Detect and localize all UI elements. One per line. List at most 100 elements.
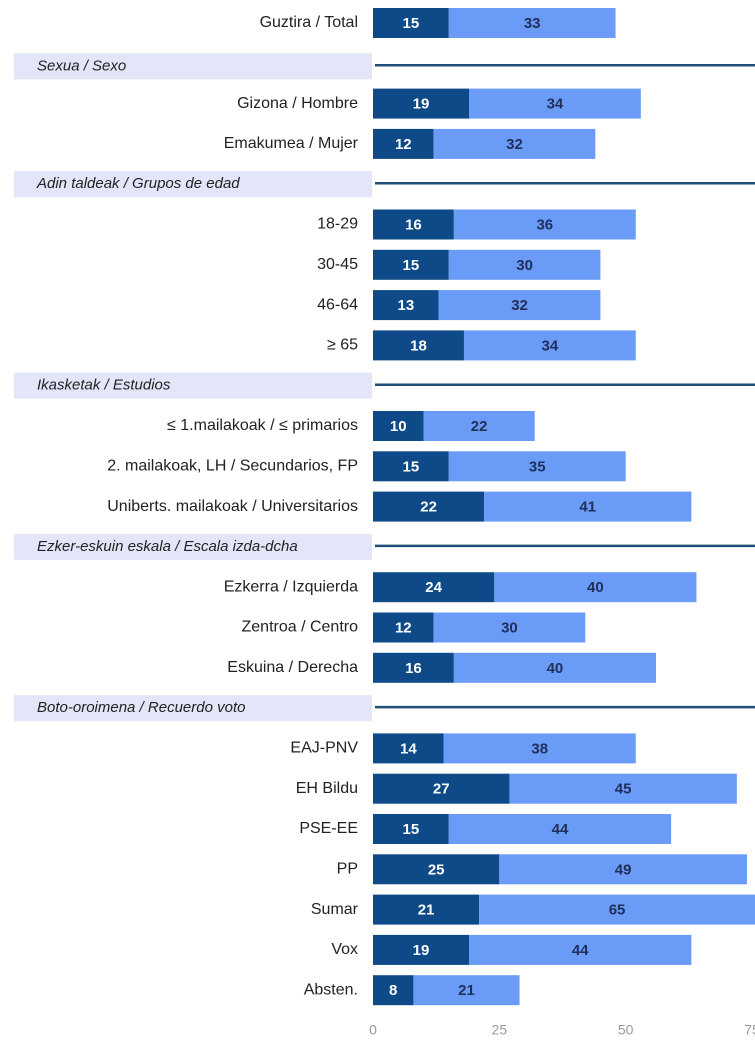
value-label: 19: [413, 942, 430, 959]
section-header: Adin taldeak / Grupos de edad: [36, 175, 240, 192]
value-label: 19: [413, 96, 430, 113]
bar-segment: [443, 733, 636, 764]
value-label: 18: [410, 337, 427, 354]
section-header-box: [14, 53, 372, 80]
bar-segment: [413, 975, 520, 1006]
category-label: 30-45: [317, 256, 358, 273]
bar-segment: [448, 8, 616, 38]
value-label: 15: [403, 15, 420, 32]
bar-segment: [373, 975, 414, 1006]
value-label: 49: [615, 861, 632, 878]
bar-segment: [509, 773, 737, 804]
value-label: 41: [579, 499, 596, 516]
bar-segment: [373, 612, 434, 643]
value-label: 25: [428, 861, 445, 878]
bar-segment: [373, 249, 449, 280]
value-label: 34: [542, 337, 559, 354]
bar-segment: [433, 612, 586, 643]
section-header-box: [14, 533, 372, 560]
value-label: 30: [516, 257, 533, 274]
value-label: 16: [405, 216, 422, 233]
value-label: 32: [511, 297, 528, 314]
bar-segment: [373, 330, 464, 361]
category-label: Uniberts. mailakoak / Universitarios: [107, 498, 358, 515]
value-label: 40: [587, 579, 604, 596]
bar-segment: [463, 330, 636, 361]
category-label: Absten.: [304, 981, 358, 998]
bar-segment: [484, 491, 692, 522]
bar-segment: [373, 290, 439, 321]
bar-segment: [373, 652, 454, 683]
value-label: 15: [403, 257, 420, 274]
category-label: Zentroa / Centro: [242, 619, 359, 636]
value-label: 33: [524, 15, 541, 32]
category-label: 18-29: [317, 216, 358, 233]
bar-segment: [499, 854, 747, 885]
bar-segment: [373, 773, 510, 804]
category-label: 46-64: [317, 296, 358, 313]
value-label: 44: [552, 821, 569, 838]
category-label: Guztira / Total: [260, 14, 358, 31]
value-label: 15: [403, 458, 420, 475]
category-label: Ezkerra / Izquierda: [224, 578, 358, 595]
section-header-box: [14, 372, 372, 399]
bar-segment: [438, 290, 601, 321]
bar-segment: [469, 934, 692, 965]
value-label: 22: [420, 499, 437, 516]
x-tick-label: 0: [369, 1022, 377, 1038]
category-label: PP: [337, 861, 358, 878]
bar-segment: [494, 572, 697, 603]
value-label: 45: [615, 781, 632, 798]
bar-segment: [448, 249, 601, 280]
section-header-box: [14, 171, 372, 198]
value-label: 34: [547, 96, 564, 113]
category-label: Gizona / Hombre: [237, 95, 358, 112]
category-label: EAJ-PNV: [290, 740, 358, 757]
category-label: Emakumea / Mujer: [224, 135, 359, 152]
value-label: 21: [458, 982, 475, 999]
category-label: PSE-EE: [299, 820, 358, 837]
bar-segment: [373, 814, 449, 844]
bar-segment: [373, 209, 454, 240]
category-label: ≤ 1.mailakoak / ≤ primarios: [167, 417, 358, 434]
value-label: 14: [400, 740, 417, 757]
bar-segment: [453, 209, 636, 240]
section-header: Ikasketak / Estudios: [37, 377, 171, 394]
value-label: 27: [433, 781, 450, 798]
bar-segment: [373, 491, 485, 522]
value-label: 10: [390, 418, 407, 435]
x-tick-label: 50: [618, 1022, 634, 1038]
x-tick-label: 25: [492, 1022, 508, 1038]
section-header: Boto-oroimena / Recuerdo voto: [37, 699, 245, 716]
section-header-box: [14, 695, 372, 722]
bar-segment: [423, 411, 535, 441]
value-label: 36: [536, 216, 553, 233]
section-header: Sexua / Sexo: [37, 57, 126, 74]
bar-segment: [469, 88, 641, 119]
value-label: 35: [529, 458, 546, 475]
value-label: 16: [405, 660, 422, 677]
bar-segment: [448, 814, 672, 844]
value-label: 24: [425, 579, 442, 596]
bar-segment: [479, 894, 755, 925]
bar-segment: [373, 733, 444, 764]
bar-segment: [448, 451, 626, 482]
value-label: 15: [403, 821, 420, 838]
category-label: Vox: [331, 941, 358, 958]
value-label: 40: [547, 660, 564, 677]
value-label: 30: [501, 619, 518, 636]
category-label: EH Bildu: [296, 780, 358, 797]
bar-segment: [373, 411, 424, 441]
bar-segment: [373, 128, 434, 159]
value-label: 8: [389, 982, 397, 999]
category-label: ≥ 65: [327, 337, 358, 354]
value-label: 12: [395, 136, 412, 153]
value-label: 38: [531, 740, 548, 757]
value-label: 21: [418, 902, 435, 919]
x-tick-label: 75: [744, 1022, 755, 1038]
bar-segment: [373, 934, 470, 965]
bar-segment: [373, 88, 470, 119]
value-label: 13: [398, 297, 415, 314]
bar-segment: [373, 8, 449, 38]
